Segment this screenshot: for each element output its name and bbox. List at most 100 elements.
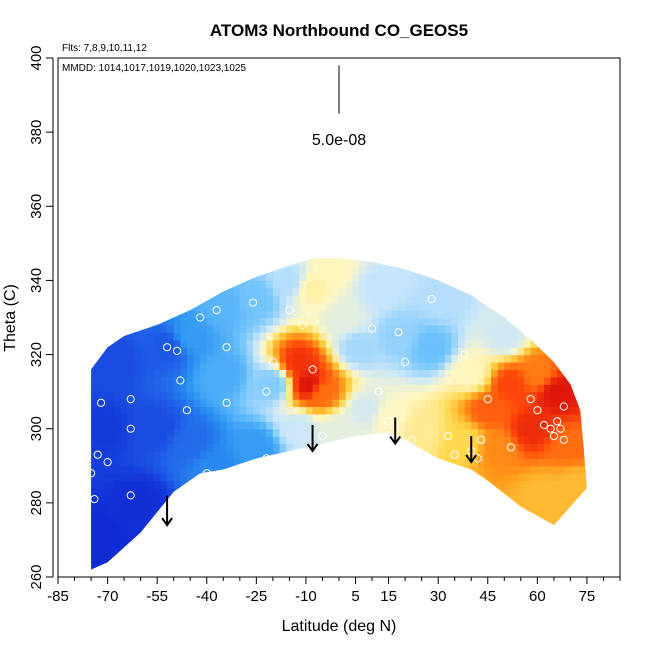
heatmap-cell	[246, 399, 254, 408]
heatmap-cell	[167, 458, 175, 467]
heatmap-cell	[378, 302, 386, 311]
heatmap-cell	[530, 458, 538, 467]
heatmap-cell	[451, 428, 459, 437]
heatmap-cell	[305, 310, 314, 319]
heatmap-cell	[253, 384, 261, 393]
heatmap-cell	[451, 399, 459, 408]
heatmap-cell	[398, 280, 406, 289]
heatmap-cell	[180, 450, 188, 459]
heatmap-cell	[365, 273, 373, 282]
heatmap-cell	[405, 302, 413, 311]
heatmap-cell	[431, 443, 439, 452]
heatmap-cell	[91, 547, 95, 556]
heatmap-cell	[431, 399, 439, 408]
heatmap-cell	[173, 465, 181, 474]
heatmap-cell	[253, 391, 261, 400]
heatmap-cell	[497, 413, 505, 422]
heatmap-cell	[471, 443, 479, 452]
heatmap-cell	[497, 436, 505, 445]
heatmap-cell	[213, 324, 221, 333]
heatmap-cell	[219, 458, 228, 467]
heatmap-cell	[100, 436, 109, 445]
heatmap-cell	[477, 443, 486, 452]
heatmap-cell	[372, 317, 380, 326]
heatmap-cell	[510, 376, 519, 385]
heatmap-cell	[246, 347, 254, 356]
heatmap-cell	[339, 287, 347, 296]
heatmap-cell	[530, 361, 538, 370]
heatmap-cell	[477, 458, 486, 467]
heatmap-cell	[484, 473, 492, 482]
heatmap-cell	[411, 354, 419, 363]
heatmap-cell	[358, 399, 367, 408]
heatmap-cell	[173, 399, 181, 408]
heatmap-cell	[180, 428, 188, 437]
heatmap-cell	[173, 347, 181, 356]
heatmap-cell	[391, 302, 400, 311]
heatmap-cell	[365, 399, 373, 408]
heatmap-cell	[180, 324, 188, 333]
heatmap-cell	[398, 273, 406, 282]
heatmap-cell	[319, 369, 327, 378]
heatmap-cell	[312, 310, 320, 319]
heatmap-cell	[570, 480, 578, 489]
heatmap-cell	[491, 428, 499, 437]
heatmap-cell	[173, 361, 181, 370]
heatmap-cell	[358, 406, 367, 415]
heatmap-cell	[418, 384, 426, 393]
heatmap-cell	[186, 428, 195, 437]
heatmap-cell	[339, 391, 347, 400]
heatmap-cell	[259, 317, 267, 326]
heatmap-cell	[524, 465, 532, 474]
heatmap-cell	[107, 532, 115, 541]
heatmap-cell	[292, 436, 300, 445]
heatmap-cell	[332, 399, 340, 408]
heatmap-cell	[120, 399, 129, 408]
heatmap-cell	[94, 547, 102, 556]
heatmap-cell	[411, 399, 419, 408]
heatmap-cell	[550, 480, 558, 489]
heatmap-cell	[114, 376, 122, 385]
heatmap-cell	[471, 302, 479, 311]
heatmap-cell	[424, 310, 433, 319]
heatmap-cell	[577, 465, 585, 474]
heatmap-cell	[134, 428, 142, 437]
heatmap-cell	[471, 465, 479, 474]
heatmap-cell	[100, 525, 109, 534]
heatmap-cell	[411, 310, 419, 319]
heatmap-cell	[292, 376, 300, 385]
heatmap-cell	[497, 384, 505, 393]
heatmap-cell	[504, 488, 512, 497]
heatmap-cell	[206, 465, 214, 474]
heatmap-cell	[226, 436, 234, 445]
observation-point	[202, 469, 211, 478]
heatmap-cell	[246, 339, 254, 348]
heatmap-cell	[325, 361, 333, 370]
heatmap-cell	[226, 384, 234, 393]
heatmap-cell	[391, 384, 400, 393]
heatmap-cell	[160, 428, 168, 437]
heatmap-cell	[213, 317, 221, 326]
heatmap-cell	[405, 384, 413, 393]
heatmap-cell	[305, 421, 314, 430]
heatmap-cell	[114, 391, 122, 400]
heatmap-cell	[484, 317, 492, 326]
heatmap-cell	[319, 310, 327, 319]
heatmap-cell	[458, 347, 466, 356]
heatmap-cell	[213, 436, 221, 445]
heatmap-cell	[358, 280, 367, 289]
heatmap-cell	[405, 332, 413, 341]
heatmap-cell	[272, 280, 281, 289]
heatmap-cell	[114, 502, 122, 511]
heatmap-cell	[219, 332, 228, 341]
heatmap-cell	[325, 317, 333, 326]
heatmap-cell	[444, 369, 452, 378]
heatmap-cell	[193, 413, 201, 422]
heatmap-cell	[292, 413, 300, 422]
heatmap-cell	[378, 384, 386, 393]
heatmap-cell	[153, 347, 162, 356]
heatmap-cell	[385, 324, 393, 333]
heatmap-cell	[372, 265, 380, 274]
heatmap-cell	[219, 361, 228, 370]
